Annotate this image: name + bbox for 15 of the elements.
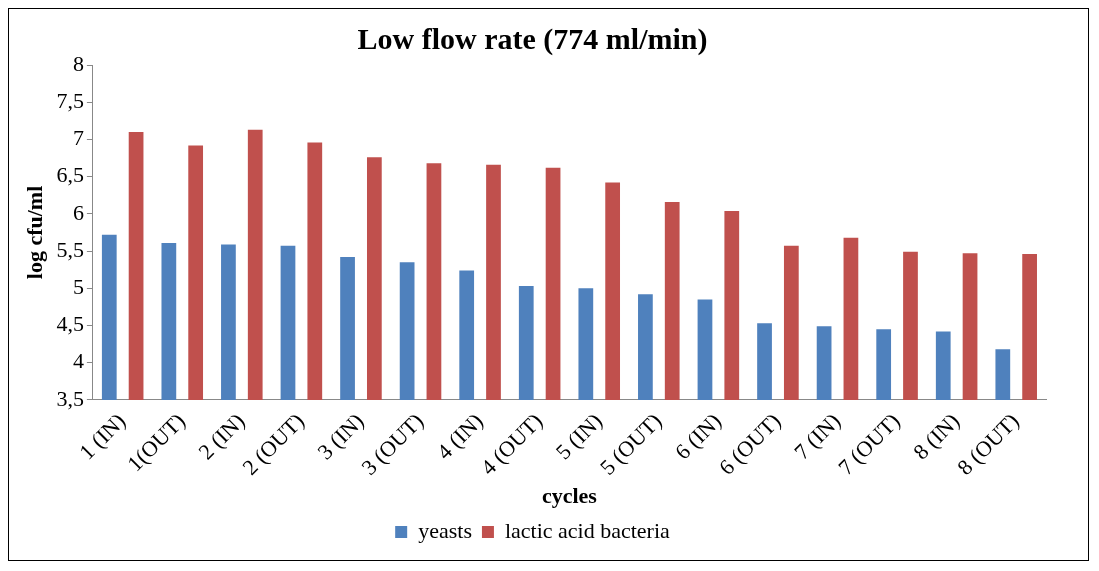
y-tick-label: 7,5 xyxy=(56,88,84,113)
y-tick-label: 4 xyxy=(72,348,84,374)
y-tick-label: 5 xyxy=(72,274,84,300)
legend-label: yeasts xyxy=(418,517,472,543)
y-tick-label: 5,5 xyxy=(56,236,84,262)
y-tick-label: 6,5 xyxy=(56,162,84,188)
y-tick-label: 4,5 xyxy=(56,311,84,337)
chart-title: Low flow rate (774 ml/min) xyxy=(357,21,708,56)
y-tick-label: 8 xyxy=(72,50,84,76)
y-tick-label: 6 xyxy=(72,199,84,225)
x-axis-title: cycles xyxy=(541,483,598,509)
y-tick-label: 7 xyxy=(72,125,84,151)
y-axis-title: log cfu/ml xyxy=(21,185,47,280)
legend-label: lactic acid bacteria xyxy=(504,517,671,543)
y-tick-label: 3,5 xyxy=(56,385,84,411)
